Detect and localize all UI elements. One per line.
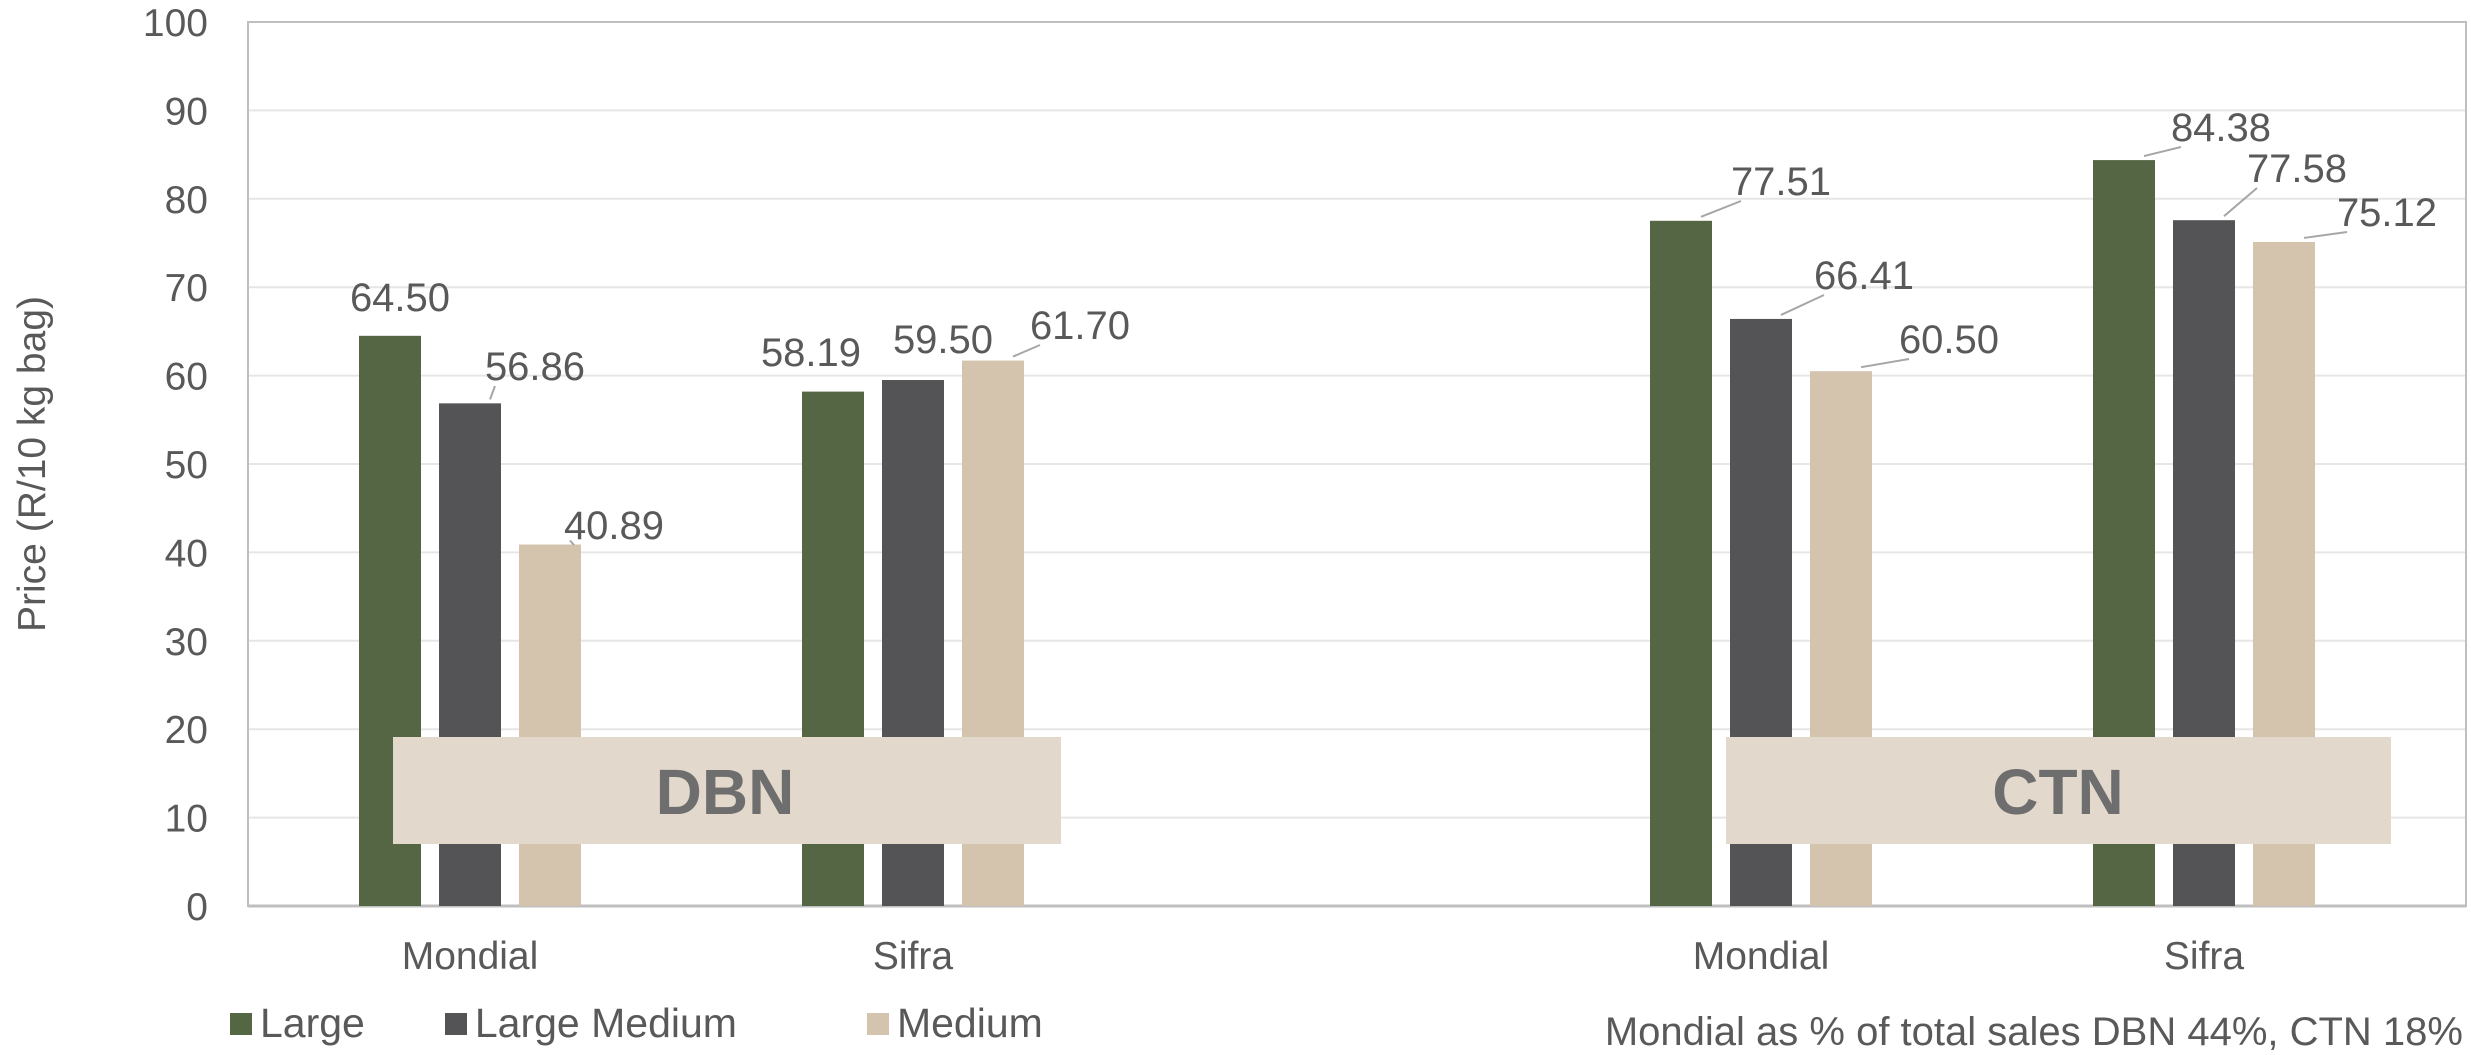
data-label: 56.86 xyxy=(485,345,585,389)
data-label: 61.70 xyxy=(1030,304,1130,348)
leader-line xyxy=(1860,358,1910,369)
legend-item-large-medium: Large Medium xyxy=(444,1000,737,1047)
group-banner xyxy=(393,737,1061,844)
data-label: 75.12 xyxy=(2337,191,2437,235)
data-label: 77.51 xyxy=(1731,160,1831,204)
x-tick-label: Sifra xyxy=(873,935,954,978)
data-label: 64.50 xyxy=(350,276,450,320)
group-banner-label: DBN xyxy=(656,756,795,828)
data-label: 77.58 xyxy=(2247,147,2347,191)
legend-label-medium: Medium xyxy=(896,1000,1043,1046)
legend-label-large-medium: Large Medium xyxy=(474,1000,737,1046)
data-label: 84.38 xyxy=(2171,106,2271,150)
y-tick-label: 40 xyxy=(165,532,208,575)
y-tick-label: 50 xyxy=(165,444,208,487)
legend: Large Large Medium Medium xyxy=(230,1000,1103,1047)
y-tick-label: 30 xyxy=(165,621,208,664)
legend-item-large: Large xyxy=(230,1000,365,1047)
y-tick-label: 10 xyxy=(165,798,208,841)
legend-swatch-large-medium xyxy=(444,1012,467,1035)
legend-item-medium: Medium xyxy=(866,1000,1043,1047)
leader-line xyxy=(1780,294,1825,316)
leader-line xyxy=(2143,146,2182,158)
leader-line xyxy=(1700,200,1742,218)
data-label: 40.89 xyxy=(564,504,664,548)
x-tick-label: Mondial xyxy=(1693,935,1830,978)
data-label: 59.50 xyxy=(893,318,993,362)
y-tick-label: 70 xyxy=(165,267,208,310)
leader-line xyxy=(1012,344,1041,358)
legend-swatch-large xyxy=(230,1012,252,1035)
x-tick-label: Sifra xyxy=(2164,935,2245,978)
footnote: Mondial as % of total sales DBN 44%, CTN… xyxy=(1604,1010,2463,1054)
y-tick-label: 60 xyxy=(165,356,208,399)
data-label: 60.50 xyxy=(1899,318,1999,362)
legend-swatch-medium xyxy=(866,1012,889,1035)
y-axis-title: Price (R/10 kg bag) xyxy=(11,296,54,632)
legend-label-large: Large xyxy=(260,1000,365,1046)
y-tick-label: 100 xyxy=(143,2,208,45)
y-tick-label: 20 xyxy=(165,709,208,752)
y-tick-label: 80 xyxy=(165,179,208,222)
leader-line xyxy=(569,539,575,546)
x-tick-label: Mondial xyxy=(402,935,539,978)
bar xyxy=(1650,220,1712,907)
y-tick-label: 0 xyxy=(186,886,208,929)
leader-line xyxy=(2223,187,2258,217)
group-banner-label: CTN xyxy=(1992,756,2124,828)
leader-line xyxy=(489,385,496,400)
bar xyxy=(519,544,581,906)
data-label: 58.19 xyxy=(761,331,861,375)
y-tick-label: 90 xyxy=(165,90,208,133)
data-label: 66.41 xyxy=(1814,254,1914,298)
leader-line xyxy=(2303,231,2348,239)
group-banner xyxy=(1726,737,2391,844)
